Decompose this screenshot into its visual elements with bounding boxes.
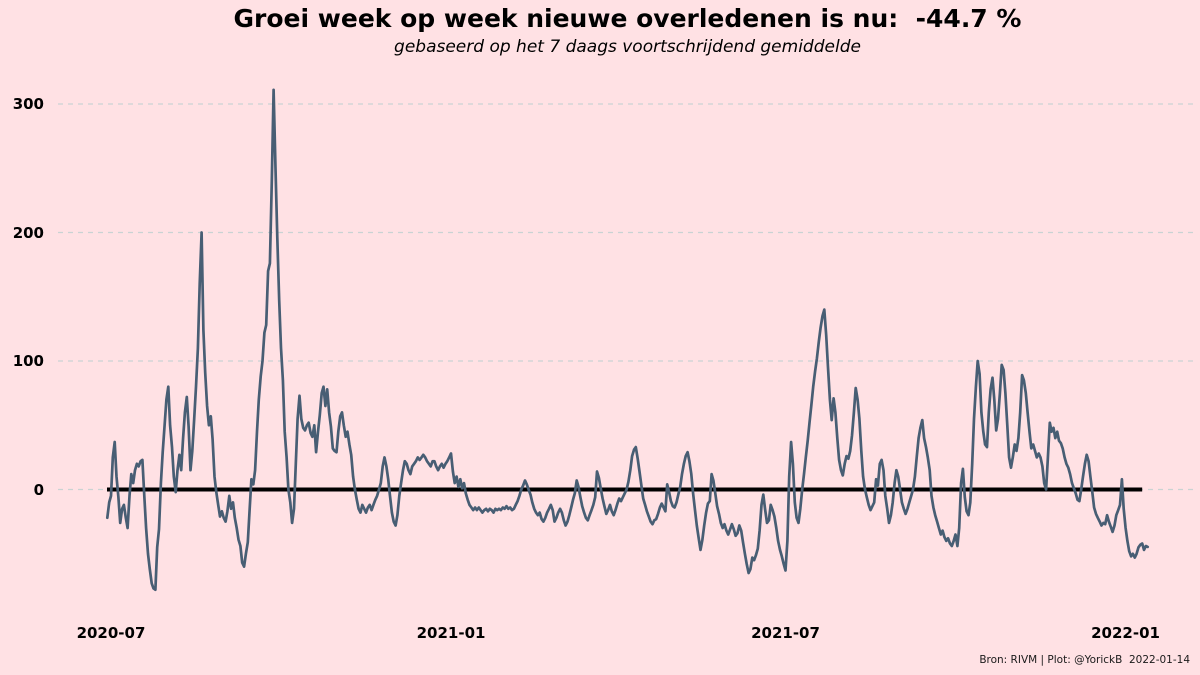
- attribution-text: Bron: RIVM | Plot: @YorickB 2022-01-14: [979, 654, 1190, 666]
- x-tick-label-2022-01: 2022-01: [1091, 624, 1160, 642]
- y-tick-label-100: 100: [12, 352, 44, 370]
- data-line-growth-pct: [105, 88, 1150, 592]
- x-tick-label-2021-01: 2021-01: [416, 624, 486, 642]
- y-tick-label-200: 200: [12, 223, 44, 242]
- chart-title: Groei week op week nieuwe overledenen is…: [233, 4, 1022, 33]
- x-tick-label-2021-07: 2021-07: [751, 624, 820, 642]
- chart-subtitle: gebaseerd op het 7 daags voortschrijdend…: [394, 37, 861, 57]
- x-tick-label-2020-07: 2020-07: [76, 624, 146, 642]
- y-tick-label-0: 0: [33, 480, 44, 499]
- y-tick-label-300: 300: [12, 95, 44, 113]
